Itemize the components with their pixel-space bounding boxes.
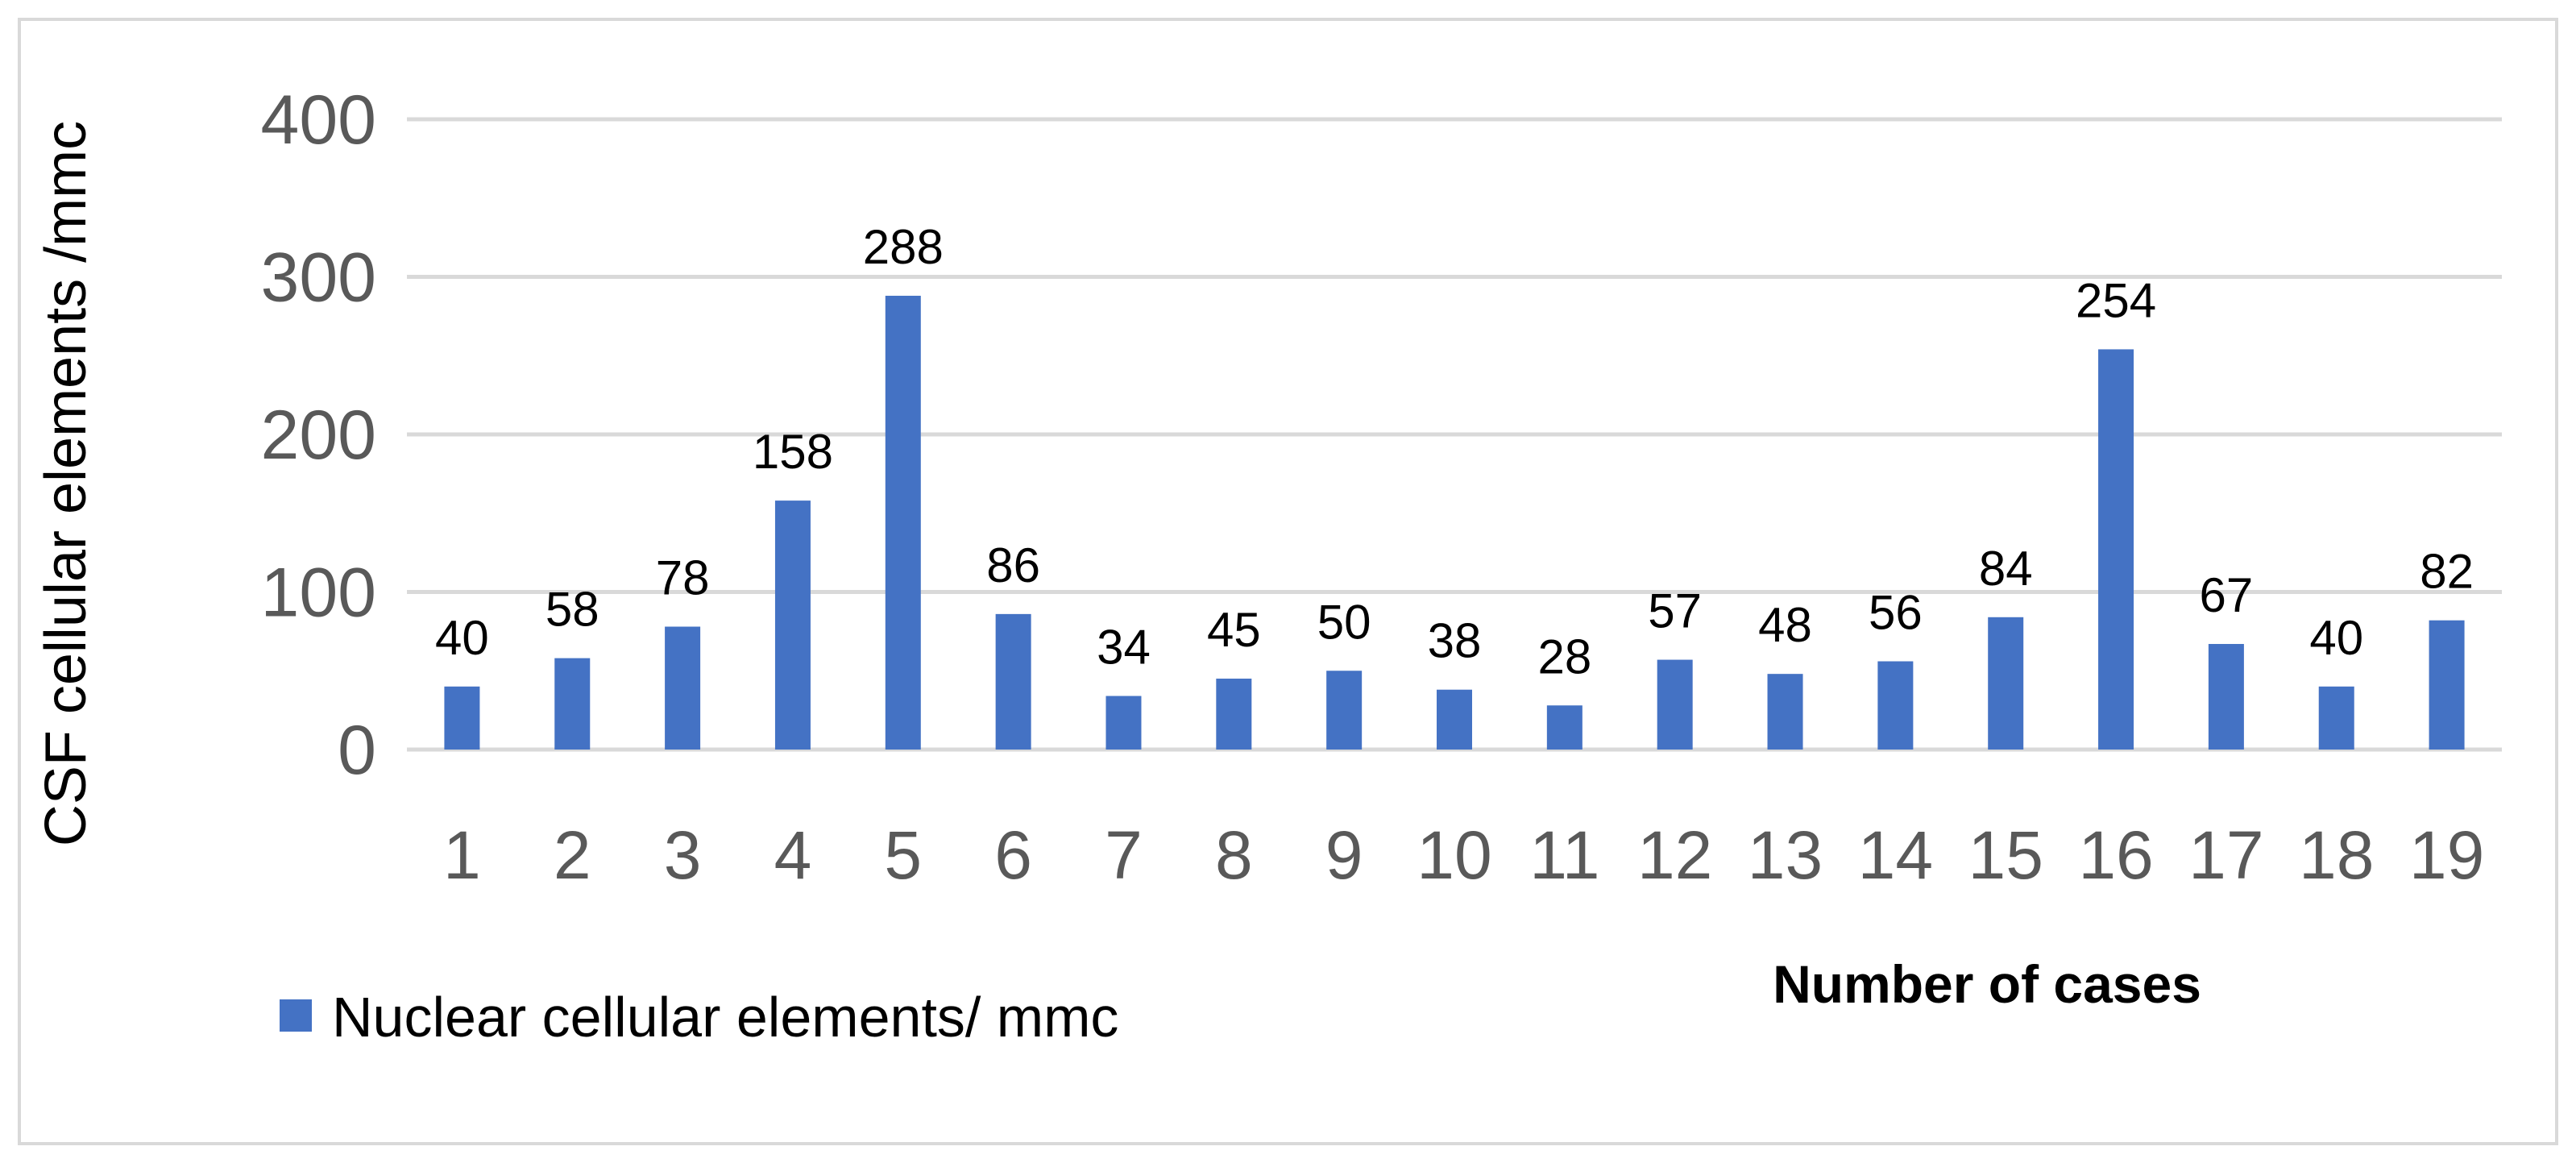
- bar: [2318, 686, 2354, 750]
- x-tick-label: 3: [664, 817, 702, 893]
- x-tick-label: 11: [1529, 817, 1599, 893]
- data-label: 38: [1428, 614, 1482, 668]
- bar: [1877, 661, 1914, 750]
- data-label: 40: [435, 611, 489, 665]
- data-label: 158: [753, 425, 833, 479]
- x-tick-label: 7: [1105, 817, 1143, 893]
- y-tick-label: 300: [261, 239, 377, 317]
- data-label: 57: [1648, 584, 1702, 638]
- y-tick-label: 0: [338, 712, 376, 789]
- legend-label: Nuclear cellular elements/ mmc: [332, 986, 1118, 1049]
- chart-frame: [18, 18, 2558, 1145]
- bars: [444, 295, 2465, 750]
- bar: [1216, 679, 1252, 750]
- bar: [1767, 674, 1803, 750]
- x-tick-label: 15: [1968, 817, 2043, 893]
- data-label: 86: [986, 538, 1040, 592]
- x-tick-label: 1: [443, 817, 481, 893]
- x-tick-label: 2: [554, 817, 591, 893]
- x-tick-label: 6: [994, 817, 1032, 893]
- x-tick-label: 4: [774, 817, 812, 893]
- data-labels: 40 58 78 158 288 86 34 45 50 38 28 57 48 56 84 254 67 40 8…: [435, 220, 2474, 683]
- data-label: 34: [1097, 621, 1151, 675]
- gridlines: [407, 117, 2502, 752]
- y-axis-ticks: 0 100 200 300 400: [261, 81, 377, 789]
- y-axis-label: CSF cellular elements /mmc: [34, 121, 98, 846]
- bar: [554, 658, 591, 750]
- data-label: 40: [2309, 611, 2363, 665]
- bar: [2208, 644, 2244, 750]
- x-tick-label: 5: [884, 817, 922, 893]
- data-label: 45: [1207, 603, 1261, 657]
- bar: [665, 626, 701, 750]
- x-axis-label: Number of cases: [1773, 954, 2201, 1014]
- bar: [444, 686, 480, 750]
- x-tick-label: 17: [2188, 817, 2263, 893]
- x-tick-label: 10: [1417, 817, 1491, 893]
- bar: [774, 501, 811, 750]
- x-tick-label: 16: [2078, 817, 2153, 893]
- x-tick-label: 14: [1858, 817, 1933, 893]
- x-axis-ticks: 1 2 3 4 5 6 7 8 9 10 11 12 13 14 15 16 17 18 19: [443, 817, 2484, 893]
- data-label: 28: [1537, 629, 1591, 683]
- x-tick-label: 19: [2409, 817, 2484, 893]
- legend-swatch: [280, 999, 312, 1032]
- data-label: 82: [2420, 545, 2474, 599]
- bar: [1326, 671, 1363, 750]
- bar: [1988, 617, 2024, 750]
- y-tick-label: 200: [261, 397, 377, 474]
- data-label: 48: [1758, 598, 1812, 652]
- data-label: 67: [2200, 568, 2254, 622]
- bar: [1105, 696, 1142, 750]
- bar: [1437, 689, 1472, 750]
- bar: [1657, 659, 1693, 750]
- data-label: 288: [863, 220, 944, 274]
- x-tick-label: 18: [2299, 817, 2374, 893]
- y-tick-label: 400: [261, 81, 377, 159]
- y-tick-label: 100: [261, 555, 377, 632]
- bar: [885, 295, 921, 750]
- x-tick-label: 12: [1637, 817, 1712, 893]
- bar: [1546, 705, 1583, 750]
- data-label: 50: [1317, 595, 1371, 649]
- x-tick-label: 13: [1748, 817, 1823, 893]
- data-label: 78: [656, 551, 710, 605]
- bar: [2429, 620, 2465, 750]
- bar: [2098, 349, 2134, 750]
- data-label: 84: [1979, 542, 2033, 596]
- legend: Nuclear cellular elements/ mmc: [280, 986, 1118, 1049]
- data-label: 58: [545, 583, 599, 637]
- data-label: 56: [1869, 586, 1923, 640]
- x-tick-label: 9: [1325, 817, 1363, 893]
- data-label: 254: [2076, 273, 2156, 327]
- bar: [995, 613, 1031, 750]
- x-tick-label: 8: [1215, 817, 1253, 893]
